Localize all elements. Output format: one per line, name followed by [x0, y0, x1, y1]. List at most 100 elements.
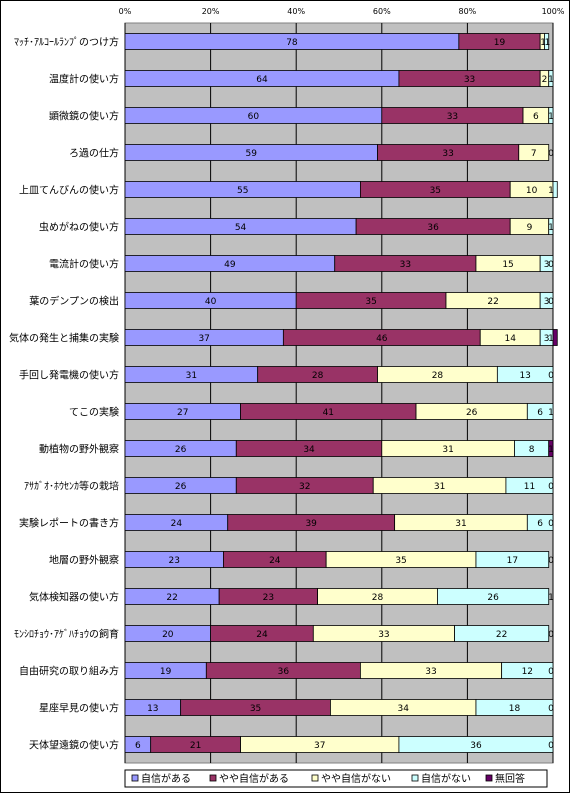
data-label: 31 — [442, 445, 453, 455]
data-label: 39 — [305, 519, 317, 529]
data-label: 33 — [425, 667, 436, 677]
legend-swatch — [411, 774, 419, 782]
data-label: 1 — [548, 112, 554, 122]
category-label: 気体検知器の使い方 — [29, 591, 119, 604]
x-tick-label: 100% — [542, 7, 565, 16]
data-label: 28 — [372, 593, 384, 603]
data-label: 18 — [509, 704, 521, 714]
data-label: 27 — [177, 408, 188, 418]
data-label: 13 — [519, 371, 530, 381]
data-label: 0 — [548, 556, 554, 566]
data-label: 32 — [299, 482, 310, 492]
category-label: ﾏｯﾁ･ｱﾙｺｰﾙﾗﾝﾌﾟのつけ方 — [14, 36, 119, 49]
category-label: 自由研究の取り組み方 — [19, 665, 119, 678]
category-label: 動植物の野外観察 — [39, 443, 119, 456]
category-label: 電流計の使い方 — [49, 258, 119, 271]
data-label: 9 — [527, 223, 533, 233]
category-label: 地層の野外観察 — [49, 554, 119, 567]
category-label: 気体の発生と捕集の実験 — [9, 332, 119, 345]
legend-label: やや自信がない — [321, 772, 391, 785]
legend-box — [124, 769, 548, 788]
data-label: 26 — [487, 593, 499, 603]
category-label: 天体望遠鏡の使い方 — [29, 739, 119, 752]
data-label: 35 — [250, 704, 261, 714]
data-label: 24 — [256, 630, 268, 640]
data-label: 1 — [540, 38, 546, 48]
data-label: 1 — [548, 223, 554, 233]
data-label: 41 — [323, 408, 334, 418]
data-label: 11 — [524, 482, 535, 492]
data-label: 36 — [470, 741, 482, 751]
y-axis-labels: ﾏｯﾁ･ｱﾙｺｰﾙﾗﾝﾌﾟのつけ方温度計の使い方顕微鏡の使い方ろ過の仕方上皿てん… — [9, 36, 119, 752]
data-label: 3 — [544, 334, 550, 344]
bar-segment — [518, 144, 550, 161]
bar-segment — [526, 403, 554, 420]
data-label: 6 — [537, 408, 543, 418]
data-label: 59 — [246, 149, 258, 159]
bar-segment — [548, 218, 554, 235]
category-label: 上皿てんびんの使い方 — [19, 184, 119, 197]
category-label: ｱｻｶﾞｵ･ﾎｳｾﾝｶ等の栽培 — [24, 480, 119, 493]
bar-segment — [552, 181, 558, 198]
bar-segment — [539, 292, 554, 309]
data-label: 0 — [548, 297, 554, 307]
data-label: 35 — [365, 297, 376, 307]
data-label: 1 — [545, 38, 551, 48]
data-label: 60 — [248, 112, 260, 122]
data-label: 1 — [548, 186, 554, 196]
data-label: 31 — [186, 371, 197, 381]
data-label: 78 — [286, 38, 298, 48]
data-label: 22 — [496, 630, 507, 640]
bar-segment — [548, 70, 554, 87]
category-label: 星座早見の使い方 — [39, 702, 119, 715]
data-label: 46 — [376, 334, 388, 344]
x-tick-label: 0% — [119, 7, 132, 16]
bar-segment — [398, 736, 554, 753]
data-label: 26 — [175, 445, 187, 455]
bar-segment — [548, 107, 554, 124]
bar-segment — [539, 255, 554, 272]
category-label: 手回し発電機の使い方 — [19, 369, 119, 382]
data-label: 26 — [466, 408, 478, 418]
x-tick-label: 60% — [373, 7, 391, 16]
data-label: 19 — [494, 38, 506, 48]
x-tick-label: 40% — [287, 7, 305, 16]
bar-segment — [526, 514, 554, 531]
data-label: 0 — [548, 149, 554, 159]
data-label: 22 — [166, 593, 177, 603]
bar-segment — [437, 588, 550, 605]
legend-swatch — [311, 774, 319, 782]
data-label: 1 — [548, 593, 554, 603]
legend-label: やや自信がある — [219, 772, 289, 785]
category-label: 葉のデンプンの検出 — [29, 295, 119, 308]
data-label: 0 — [548, 704, 554, 714]
data-label: 34 — [303, 445, 315, 455]
data-label: 28 — [432, 371, 444, 381]
category-label: てこの実験 — [69, 406, 119, 419]
data-label: 3 — [544, 297, 550, 307]
data-label: 31 — [434, 482, 445, 492]
plot-area — [124, 22, 554, 764]
data-label: 6 — [533, 112, 539, 122]
data-label: 40 — [205, 297, 217, 307]
data-label: 22 — [487, 297, 498, 307]
data-label: 0 — [548, 741, 554, 751]
data-label: 37 — [198, 334, 209, 344]
data-label: 3 — [544, 260, 550, 270]
legend-swatch — [485, 774, 493, 782]
legend-swatch — [209, 774, 217, 782]
data-label: 33 — [378, 630, 389, 640]
data-label: 1 — [548, 408, 554, 418]
category-label: ろ過の仕方 — [69, 147, 119, 160]
data-label: 37 — [314, 741, 325, 751]
data-label: 10 — [526, 186, 538, 196]
data-label: 35 — [430, 186, 441, 196]
legend-label: 自信がある — [141, 772, 191, 785]
data-label: 28 — [312, 371, 324, 381]
legend-swatch — [131, 774, 139, 782]
data-label: 31 — [455, 519, 466, 529]
data-label: 0 — [548, 519, 554, 529]
data-label: 1 — [548, 75, 554, 85]
